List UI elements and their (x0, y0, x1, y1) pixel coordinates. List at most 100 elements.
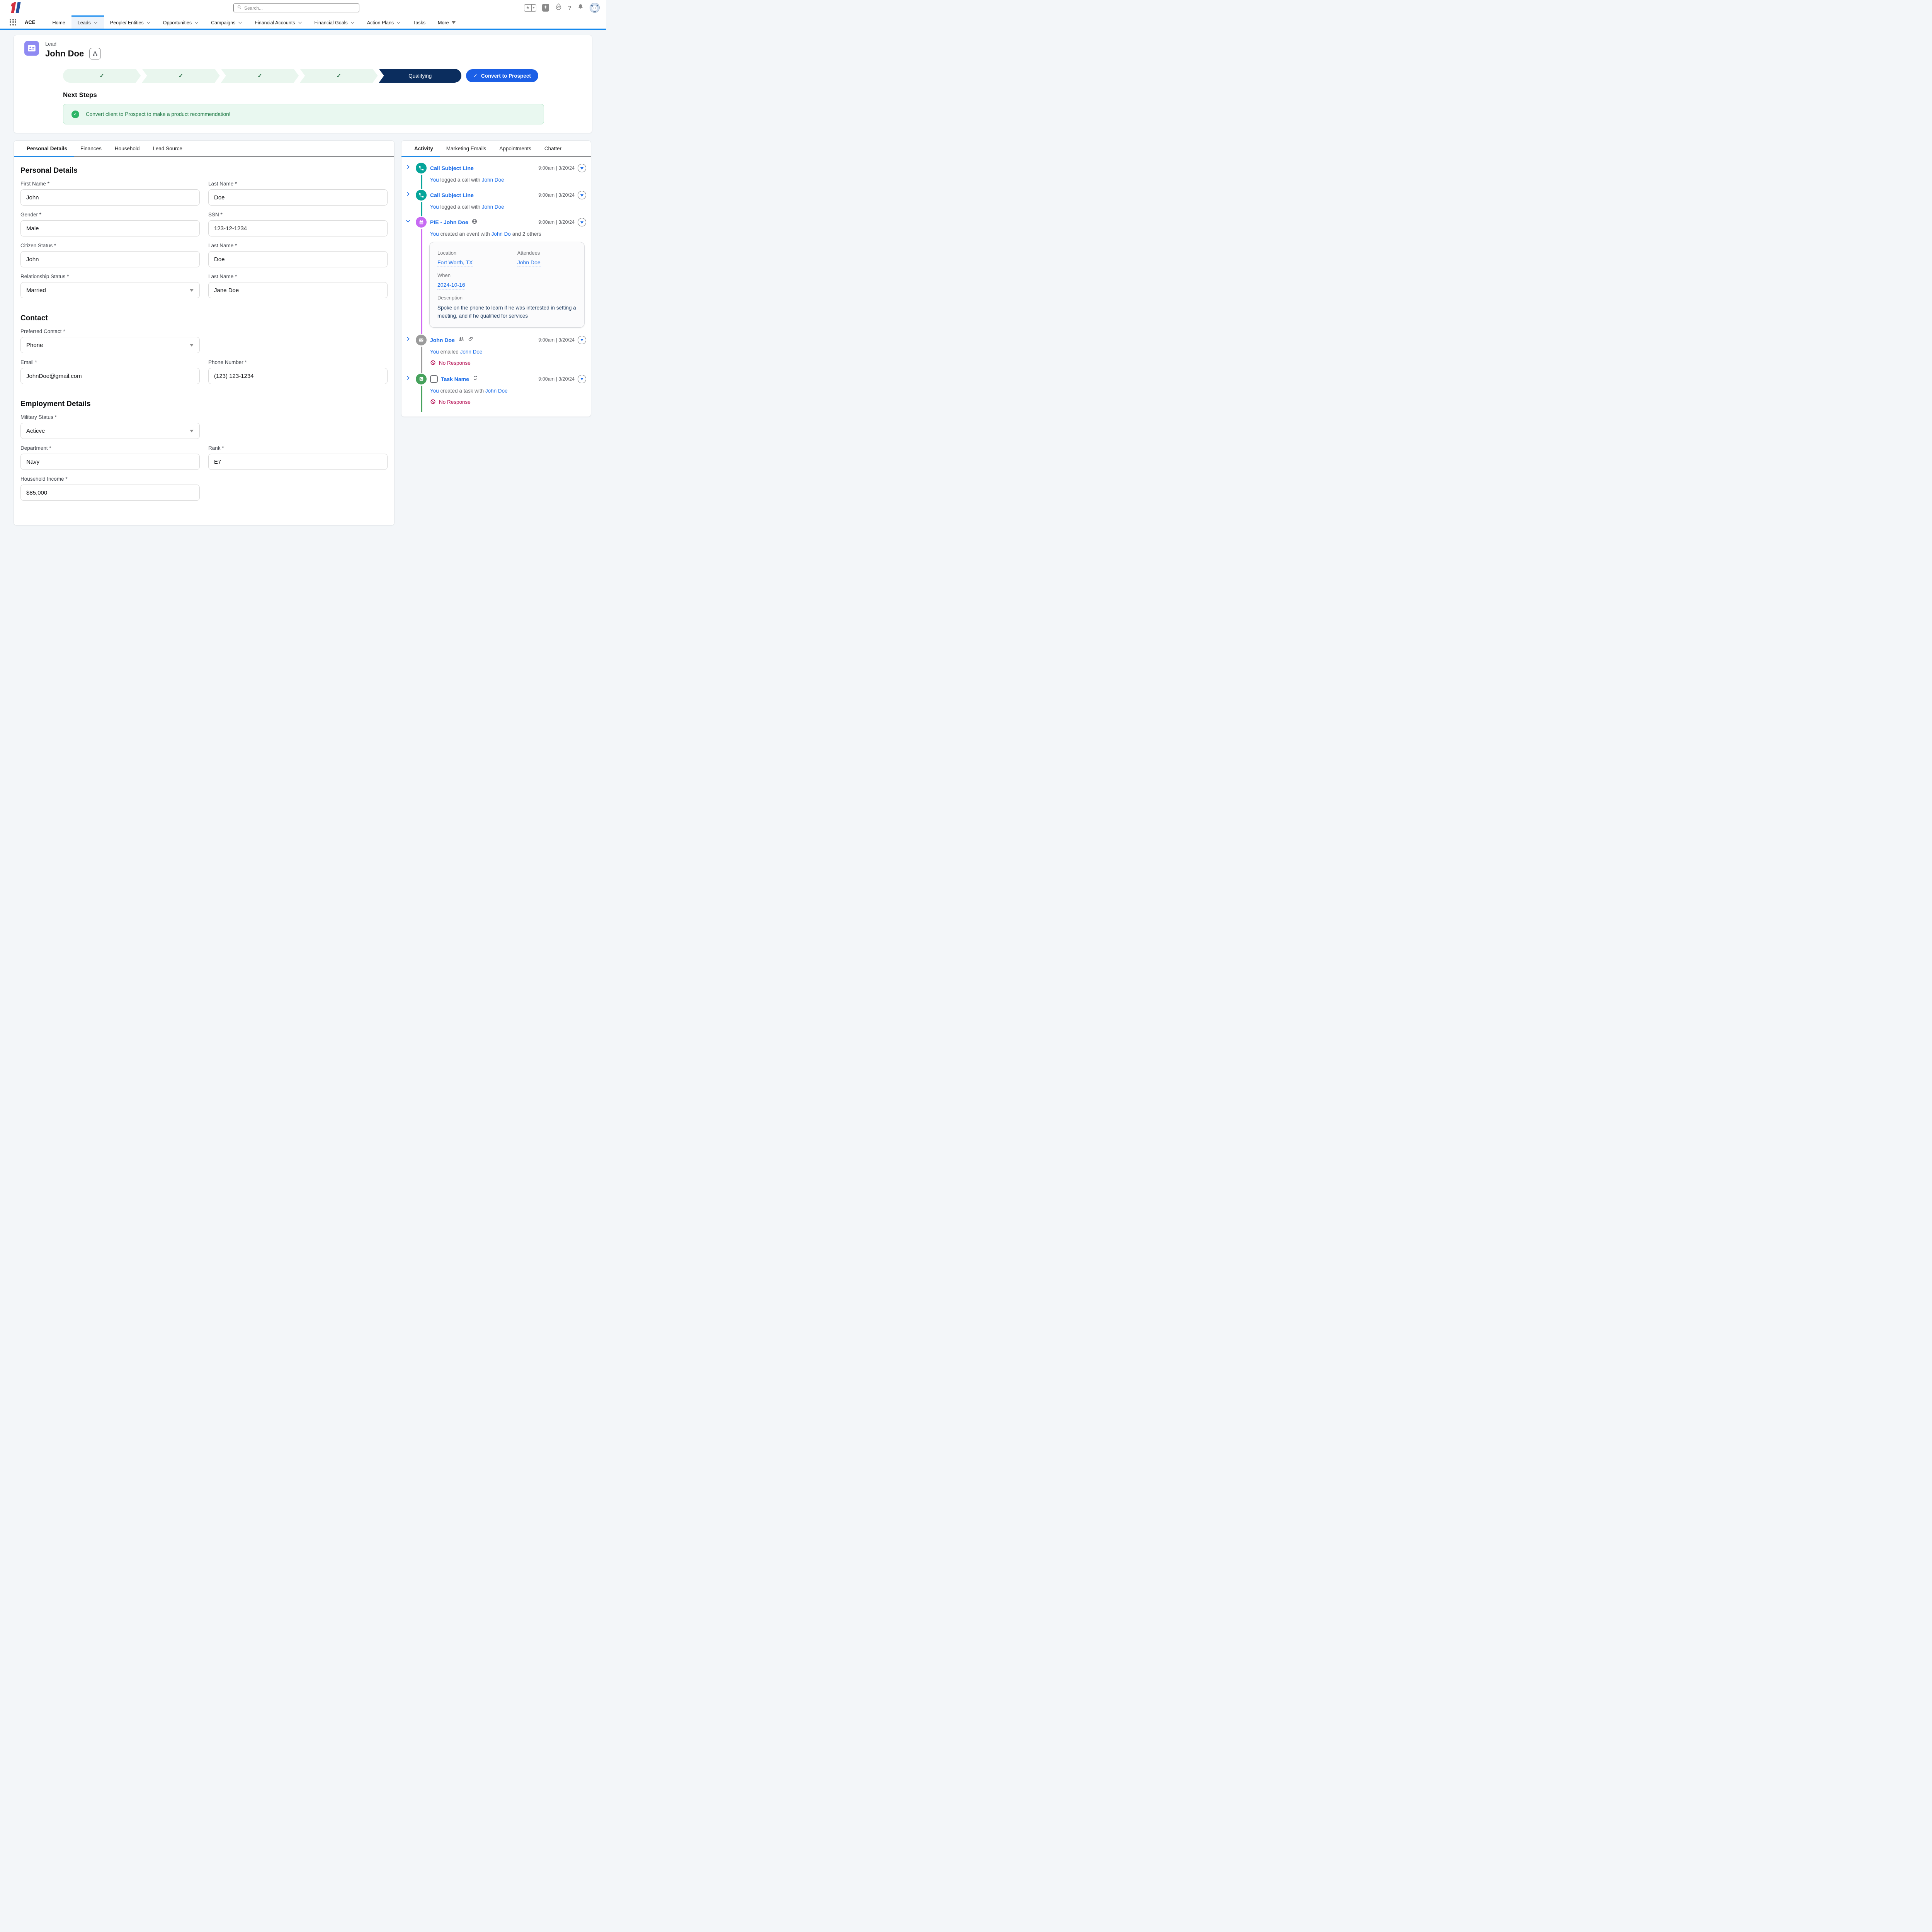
notifications-bell-icon[interactable] (577, 3, 584, 12)
path-stage-complete-4[interactable]: ✓ (300, 69, 378, 83)
email-input[interactable] (21, 368, 199, 384)
department-input[interactable] (21, 454, 199, 469)
path-stage-current[interactable]: Qualifying (379, 69, 461, 83)
path-stage-complete-2[interactable]: ✓ (142, 69, 219, 83)
details-panel: Personal Details Finances Household Lead… (14, 140, 395, 526)
nav-item-more[interactable]: More (432, 15, 461, 29)
phone-number-input[interactable] (209, 368, 387, 384)
spouse-name-input[interactable] (209, 282, 387, 298)
chevron-down-icon[interactable] (194, 21, 199, 24)
last-name-2-input[interactable] (209, 252, 387, 267)
event-date-link[interactable]: 2024-10-16 (437, 282, 465, 289)
activity-title-link[interactable]: Call Subject Line (430, 165, 474, 171)
row-actions-dropdown[interactable] (578, 218, 586, 226)
help-icon[interactable]: ? (568, 5, 571, 11)
nav-item-opportunities[interactable]: Opportunities (157, 15, 205, 29)
path-stage-complete-1[interactable]: ✓ (63, 69, 141, 83)
activity-title-link[interactable]: Task Name (441, 376, 469, 382)
activity-timestamp: 9:00am | 3/20/24 (538, 376, 575, 382)
row-actions-dropdown[interactable] (578, 164, 586, 172)
chevron-down-icon[interactable] (94, 21, 98, 24)
collapse-chevron-icon[interactable] (405, 218, 413, 328)
tab-chatter[interactable]: Chatter (538, 141, 568, 156)
details-tabs: Personal Details Finances Household Lead… (14, 141, 394, 157)
field-phone-number: Phone Number * (208, 359, 388, 384)
household-income-input[interactable] (21, 485, 199, 500)
event-location-link[interactable]: Fort Worth, TX (437, 259, 473, 267)
last-name-input[interactable] (209, 190, 387, 205)
nav-item-financial-goals[interactable]: Financial Goals (308, 15, 361, 29)
nav-item-tasks[interactable]: Tasks (407, 15, 432, 29)
object-label: Lead (45, 41, 101, 47)
expand-chevron-icon[interactable] (405, 375, 413, 406)
favorites-dropdown[interactable] (531, 5, 536, 11)
global-add-button[interactable]: + (542, 4, 549, 12)
app-name: ACE (25, 19, 35, 25)
nav-item-financial-accounts[interactable]: Financial Accounts (248, 15, 308, 29)
relationship-status-select[interactable] (20, 282, 200, 298)
trailhead-icon[interactable] (555, 3, 562, 12)
task-icon (416, 374, 427, 384)
check-icon: ✓ (179, 72, 184, 79)
tab-appointments[interactable]: Appointments (493, 141, 538, 156)
global-search[interactable] (233, 3, 359, 12)
expand-chevron-icon[interactable] (405, 164, 413, 183)
activity-tabs: Activity Marketing Emails Appointments C… (401, 141, 591, 157)
chevron-down-icon[interactable] (396, 21, 401, 24)
row-actions-dropdown[interactable] (578, 191, 586, 199)
section-title-employment: Employment Details (20, 400, 388, 408)
expand-chevron-icon[interactable] (405, 191, 413, 210)
field-email: Email * (20, 359, 200, 384)
preferred-contact-select[interactable] (20, 337, 200, 353)
row-actions-dropdown[interactable] (578, 375, 586, 383)
nav-item-people-entities[interactable]: People/ Entities (104, 15, 157, 29)
path-stage-complete-3[interactable]: ✓ (221, 69, 299, 83)
row-actions-dropdown[interactable] (578, 336, 586, 344)
record-name: John Doe (45, 49, 84, 59)
chevron-down-icon[interactable] (298, 21, 302, 24)
gender-input[interactable] (21, 221, 199, 236)
guidance-banner: ✓ Convert client to Prospect to make a p… (63, 104, 544, 124)
event-description: Spoke on the phone to learn if he was in… (437, 304, 577, 320)
nav-item-leads[interactable]: Leads (71, 15, 104, 29)
field-last-name: Last Name * (208, 181, 388, 206)
user-avatar[interactable] (590, 3, 600, 13)
status-no-response: No Response (430, 360, 586, 367)
tab-marketing-emails[interactable]: Marketing Emails (440, 141, 493, 156)
nav-item-home[interactable]: Home (46, 15, 71, 29)
field-last-name-2: Last Name * (208, 243, 388, 267)
timeline-item-email: John Doe 9:00am | 3/20/24 You emailed Jo… (405, 335, 586, 374)
expand-chevron-icon[interactable] (405, 336, 413, 367)
military-status-select[interactable] (20, 423, 200, 439)
event-attendees-link[interactable]: John Doe (517, 259, 541, 267)
app-launcher-icon[interactable] (10, 19, 16, 26)
check-icon: ✓ (337, 72, 342, 79)
activity-timestamp: 9:00am | 3/20/24 (538, 192, 575, 198)
tab-personal-details[interactable]: Personal Details (20, 141, 74, 156)
ssn-input[interactable] (209, 221, 387, 236)
hierarchy-button[interactable] (89, 48, 101, 60)
favorites-button[interactable]: ★ (524, 4, 536, 12)
status-no-response: No Response (430, 399, 586, 406)
tab-activity[interactable]: Activity (408, 141, 440, 156)
tab-household[interactable]: Household (108, 141, 146, 156)
field-relationship-status: Relationship Status * (20, 274, 200, 298)
activity-title-link[interactable]: PIE - John Doe (430, 219, 468, 225)
first-name-input[interactable] (21, 190, 199, 205)
citizen-status-input[interactable] (21, 252, 199, 267)
nav-item-action-plans[interactable]: Action Plans (361, 15, 407, 29)
activity-title-link[interactable]: Call Subject Line (430, 192, 474, 198)
guidance-message: Convert client to Prospect to make a pro… (86, 111, 230, 117)
tab-lead-source[interactable]: Lead Source (146, 141, 189, 156)
task-complete-checkbox[interactable] (430, 375, 438, 383)
convert-to-prospect-button[interactable]: ✓ Convert to Prospect (466, 69, 538, 82)
search-input[interactable] (244, 5, 356, 11)
rank-input[interactable] (209, 454, 387, 469)
nav-item-campaigns[interactable]: Campaigns (205, 15, 248, 29)
chevron-down-icon[interactable] (146, 21, 151, 24)
tab-finances[interactable]: Finances (74, 141, 108, 156)
activity-title-link[interactable]: John Doe (430, 337, 455, 343)
chevron-down-icon[interactable] (350, 21, 355, 24)
chevron-down-icon[interactable] (238, 21, 242, 24)
group-icon (458, 336, 465, 344)
